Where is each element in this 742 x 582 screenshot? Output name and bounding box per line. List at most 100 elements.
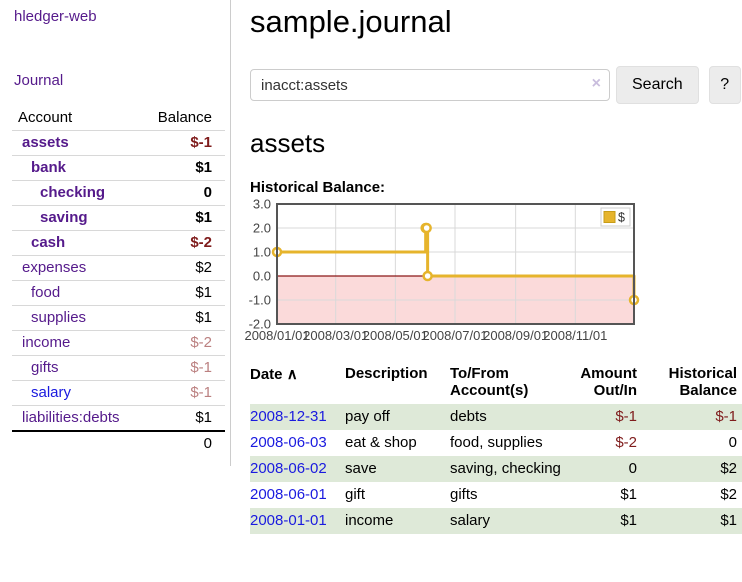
col-date[interactable]: Date ∧ [250,366,298,383]
account-balance: $2 [138,255,225,281]
transaction-date-link[interactable]: 2008-06-03 [250,434,327,451]
sidebar: hledger-web Journal Account Balance asse… [0,0,231,466]
account-balance: $-1 [138,355,225,381]
transaction-amount: $-1 [615,408,637,425]
transaction-date-link[interactable]: 2008-01-01 [250,512,327,529]
svg-text:2008/07/01: 2008/07/01 [422,328,487,343]
account-row: liabilities:debts $1 [12,405,225,431]
account-link-food[interactable]: food [31,284,61,301]
transaction-description: save [345,460,377,477]
account-row: bank $1 [12,155,225,181]
account-row: salary $-1 [12,380,225,406]
nav-journal: Journal [14,72,230,90]
col-amount-outin: Amount Out/In [580,365,637,399]
register-table: Date ∧ Description To/From Account(s) Am… [250,363,742,534]
account-balance: $1 [138,280,225,306]
account-row: expenses $2 [12,255,225,281]
transaction-accounts: salary [450,512,491,529]
col-description: Description [345,365,428,382]
transaction-balance: $-1 [715,408,737,425]
accounts-total-row: 0 [12,430,225,456]
transaction-description: eat & shop [345,434,417,451]
transaction-amount: $1 [620,512,637,529]
account-heading: assets [250,128,326,158]
search-form: × Search ? [250,66,742,104]
account-row: assets $-1 [12,130,225,156]
page-title: sample.journal [250,4,452,39]
account-row: gifts $-1 [12,355,225,381]
svg-text:-2.0: -2.0 [249,317,271,332]
transaction-balance: $2 [720,460,737,477]
transaction-date-link[interactable]: 2008-12-31 [250,408,327,425]
account-link-saving[interactable]: saving [40,209,88,226]
register-row: 2008-12-31 pay off debts $-1 $-1 [250,404,742,430]
register-row: 2008-06-03 eat & shop food, supplies $-2… [250,430,742,456]
account-link-checking[interactable]: checking [40,184,106,201]
account-link-gifts[interactable]: gifts [31,359,59,376]
svg-text:2008/11/01: 2008/11/01 [543,328,607,343]
account-row: income $-2 [12,330,225,356]
transaction-date-link[interactable]: 2008-06-01 [250,486,327,503]
svg-text:2.0: 2.0 [253,221,271,236]
account-row: checking 0 [12,180,225,206]
search-input-wrap: × [250,69,610,101]
col-historical-balance: Historical Balance [668,365,737,399]
account-balance: $-2 [138,230,225,256]
sort-asc-icon: ∧ [286,366,298,383]
account-link-salary[interactable]: salary [31,384,72,401]
transaction-date-link[interactable]: 2008-06-02 [250,460,327,477]
chart-canvas: 3.0 2.0 1.0 0.0 -1.0 -2.02008/01/012008/03/01… [244,197,640,343]
accounts-col-account: Account [18,109,73,126]
historical-balance-chart: 3.0 2.0 1.0 0.0 -1.0 -2.0 2008/01/01 2008/03/01… [244,197,742,347]
col-tofrom-accounts: To/From Account(s) [450,365,529,399]
search-button[interactable]: Search [616,66,699,104]
register-row: 2008-06-01 gift gifts $1 $2 [250,482,742,508]
transaction-amount: 0 [628,460,637,477]
svg-text:-1.0: -1.0 [249,293,271,308]
account-balance: $-1 [138,380,225,406]
svg-text:2008/01/01: 2008/01/01 [244,328,309,343]
main-panel: sample.journal × Search ? assets Histori… [244,0,742,534]
accounts-total-value: 0 [138,430,225,456]
account-link-liabilities-debts[interactable]: liabilities:debts [22,409,120,426]
transaction-amount: $1 [620,486,637,503]
transaction-accounts: gifts [450,486,478,503]
account-row: saving $1 [12,205,225,231]
transaction-balance: 0 [728,434,737,451]
account-row: food $1 [12,280,225,306]
account-balance: $1 [138,405,225,431]
accounts-header-row: Account Balance [12,106,225,131]
accounts-table: Account Balance assets $-1 bank $1 check… [12,106,225,456]
account-balance: 0 [138,180,225,206]
transaction-amount: $-2 [615,434,637,451]
register-header-row: Date ∧ Description To/From Account(s) Am… [250,363,742,404]
account-link-bank[interactable]: bank [31,159,67,176]
search-help-button[interactable]: ? [708,66,741,104]
journal-link[interactable]: Journal [14,72,64,89]
clear-search-icon[interactable]: × [591,75,601,92]
account-balance: $-2 [138,330,225,356]
accounts-col-balance: Balance [157,109,212,126]
svg-text:2008/03/01: 2008/03/01 [303,328,368,343]
transaction-description: gift [345,486,366,503]
svg-text:$: $ [618,211,625,225]
account-link-cash[interactable]: cash [31,234,66,251]
app-title-link[interactable]: hledger-web [14,8,97,25]
register-row: 2008-01-01 income salary $1 $1 [250,508,742,534]
account-link-expenses[interactable]: expenses [22,259,87,276]
chart-heading: Historical Balance: [250,179,386,196]
transaction-balance: $1 [720,512,737,529]
svg-text:1.0: 1.0 [253,245,271,260]
account-link-supplies[interactable]: supplies [31,309,87,326]
account-link-income[interactable]: income [22,334,71,351]
svg-text:2008/05/01: 2008/05/01 [363,328,428,343]
transaction-accounts: food, supplies [450,434,543,451]
svg-text:3.0: 3.0 [253,197,271,212]
transaction-description: pay off [345,408,390,425]
app-title: hledger-web [14,8,230,26]
svg-text:0.0: 0.0 [253,269,271,284]
account-balance: $1 [138,205,225,231]
account-link-assets[interactable]: assets [22,134,69,151]
account-row: supplies $1 [12,305,225,331]
search-input[interactable] [250,69,610,101]
